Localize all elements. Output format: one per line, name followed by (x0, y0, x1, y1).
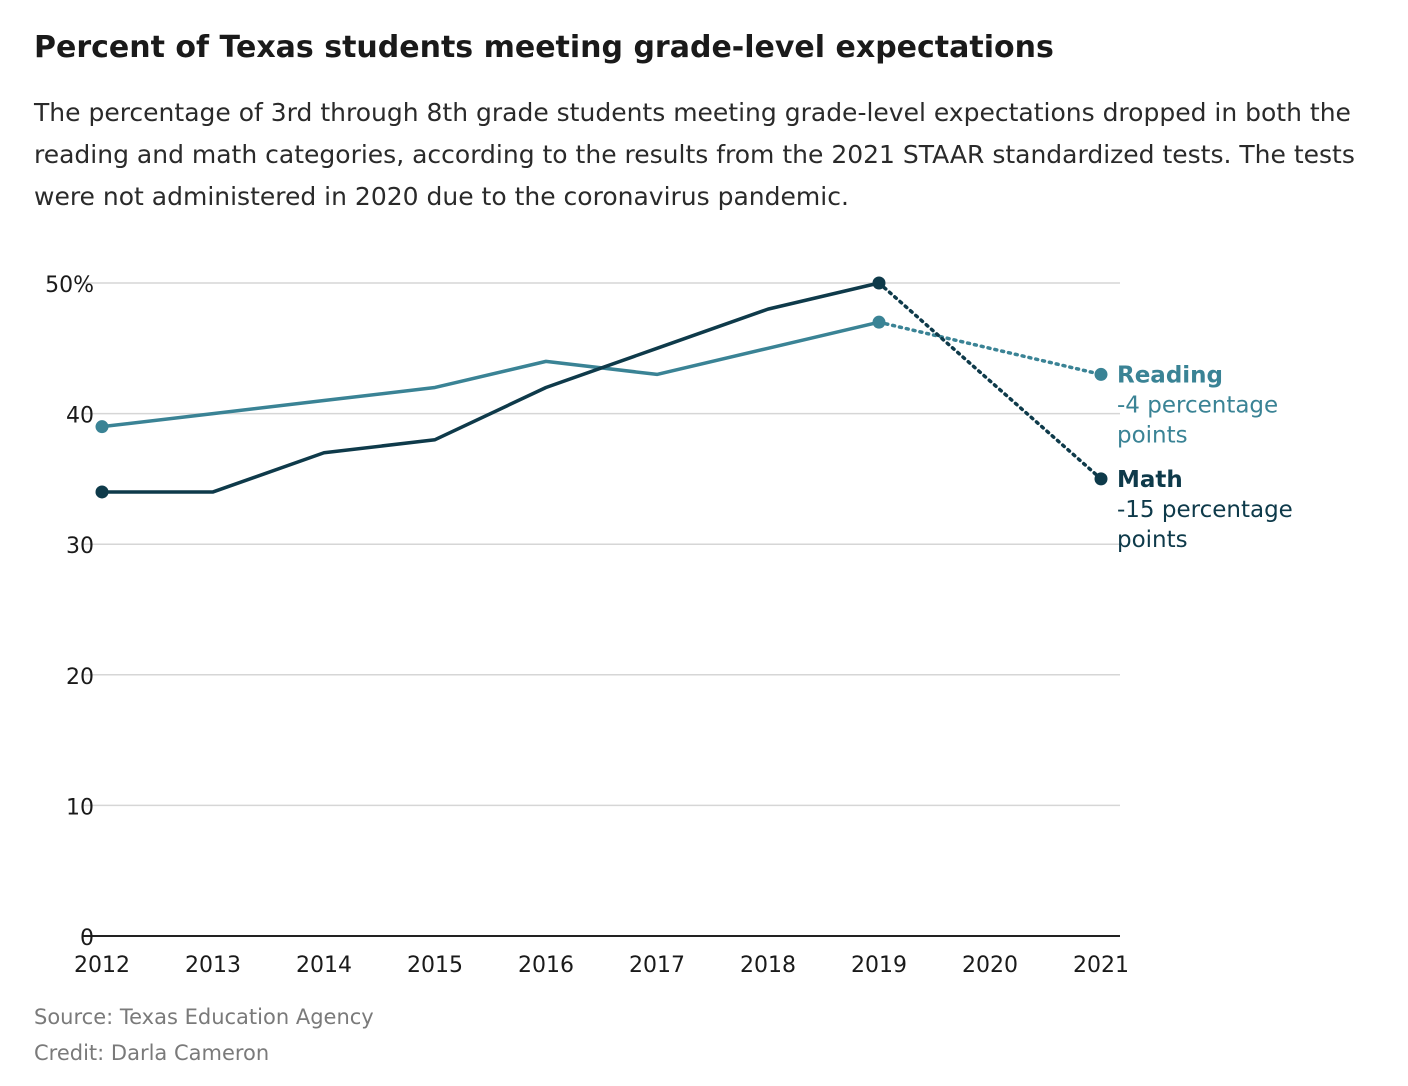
reading-point-2021 (1094, 367, 1108, 381)
x-tick-label-2017: 2017 (629, 953, 685, 978)
reading-point-2019 (872, 315, 886, 329)
x-axis-ticks: 2012 2013 2014 2015 2016 2017 2018 2019 2020 2021 (74, 953, 1129, 978)
reading-series-label: Reading (1117, 362, 1223, 388)
chart-subtitle: The percentage of 3rd through 8th grade … (34, 98, 1355, 211)
y-tick-label-20: 20 (66, 665, 94, 690)
gridlines (82, 282, 1120, 937)
source-note: Source: Texas Education Agency (34, 1005, 374, 1029)
math-change-label-line1: -15 percentage (1117, 497, 1293, 523)
x-tick-label-2013: 2013 (185, 953, 241, 978)
credit-note: Credit: Darla Cameron (34, 1041, 270, 1065)
y-tick-label-50: 50% (45, 273, 94, 298)
math-point-2019 (872, 276, 886, 290)
x-tick-label-2014: 2014 (296, 953, 352, 978)
x-tick-label-2020: 2020 (962, 953, 1018, 978)
math-series-label: Math (1117, 467, 1183, 493)
y-tick-label-30: 30 (66, 534, 94, 559)
math-point-2021 (1094, 472, 1108, 486)
chart-title: Percent of Texas students meeting grade-… (34, 30, 1054, 65)
y-tick-label-10: 10 (66, 795, 94, 820)
x-tick-label-2021: 2021 (1073, 953, 1129, 978)
reading-change-label-line1: -4 percentage (1117, 392, 1278, 418)
series-lines (95, 276, 1108, 499)
y-tick-label-40: 40 (66, 404, 94, 429)
reading-line-0 (100, 320, 881, 429)
y-tick-label-0: 0 (80, 926, 94, 951)
reading-point-2012 (95, 420, 109, 434)
math-point-2012 (95, 485, 109, 499)
series-labels: Reading -4 percentage points Math -15 percen… (1117, 362, 1293, 552)
math-line-0 (100, 281, 881, 494)
x-tick-label-2019: 2019 (851, 953, 907, 978)
x-tick-label-2018: 2018 (740, 953, 796, 978)
y-axis-ticks: 0 10 20 30 40 50% (45, 273, 94, 951)
math-change-label-line2: points (1117, 527, 1188, 553)
reading-gap-line-0 (877, 320, 1103, 377)
x-tick-label-2016: 2016 (518, 953, 574, 978)
reading-change-label-line2: points (1117, 422, 1188, 448)
x-tick-label-2015: 2015 (407, 953, 463, 978)
x-tick-label-2012: 2012 (74, 953, 130, 978)
math-gap-line-0 (877, 281, 1103, 481)
